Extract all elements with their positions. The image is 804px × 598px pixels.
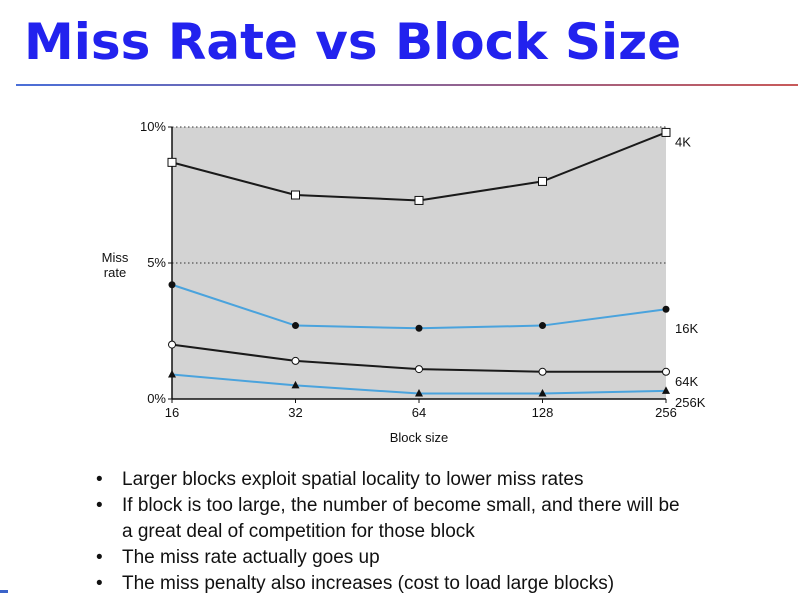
x-tick-label: 128 — [532, 405, 554, 420]
data-point — [168, 281, 176, 289]
data-point — [538, 367, 547, 376]
x-tick-label: 16 — [165, 405, 179, 420]
x-tick-label: 64 — [412, 405, 426, 420]
bullet-text: The miss penalty also increases (cost to… — [122, 573, 615, 594]
data-point — [168, 340, 176, 349]
plot-area — [172, 127, 666, 399]
bullet-text: a great deal of competition for those bl… — [122, 521, 475, 542]
corner-mark — [0, 590, 8, 593]
bullet-item: If block is too large, the number of bec… — [96, 493, 680, 545]
title-underline — [16, 84, 798, 86]
series-label: 64K — [675, 374, 698, 389]
y-axis-label: Miss rate — [102, 250, 129, 280]
y-tick-label: 5% — [147, 255, 166, 270]
bullet-text: The miss rate actually goes up — [122, 547, 380, 568]
y-tick-label: 10% — [140, 119, 166, 134]
x-tick-label: 256 — [655, 405, 677, 420]
bullet-text: Larger blocks exploit spatial locality t… — [122, 469, 584, 490]
data-point — [168, 370, 176, 378]
data-point — [415, 324, 423, 332]
miss-rate-chart: 0% 5% 10% 16 32 64 128 256 Block size Miss rate 4K 1… — [102, 119, 706, 445]
data-point — [291, 356, 300, 365]
bullet-list: Larger blocks exploit spatial locality t… — [96, 467, 680, 597]
bullet-item: The miss penalty also increases (cost to… — [96, 571, 680, 597]
data-point — [415, 365, 423, 374]
series-label: 4K — [675, 134, 691, 149]
data-point — [167, 157, 177, 167]
data-point — [662, 367, 670, 376]
data-point — [291, 190, 300, 200]
data-point — [415, 389, 423, 397]
data-point — [414, 195, 424, 205]
data-point — [538, 389, 547, 397]
series-label: 16K — [675, 321, 698, 336]
x-tick-label: 32 — [288, 405, 302, 420]
data-point — [662, 305, 670, 313]
x-axis-label: Block size — [390, 430, 449, 445]
data-point — [291, 380, 300, 389]
series-label: 256K — [675, 395, 706, 410]
data-point — [538, 176, 547, 186]
data-point — [661, 127, 671, 137]
data-point — [539, 322, 546, 330]
slide-title: Miss Rate vs Block Size — [24, 13, 682, 71]
bullet-text: If block is too large, the number of bec… — [122, 495, 680, 516]
y-tick-label: 0% — [147, 391, 166, 406]
data-point — [292, 322, 299, 330]
data-point — [662, 386, 670, 394]
bullet-item: Larger blocks exploit spatial locality t… — [96, 467, 680, 493]
bullet-item: The miss rate actually goes up — [96, 545, 680, 571]
